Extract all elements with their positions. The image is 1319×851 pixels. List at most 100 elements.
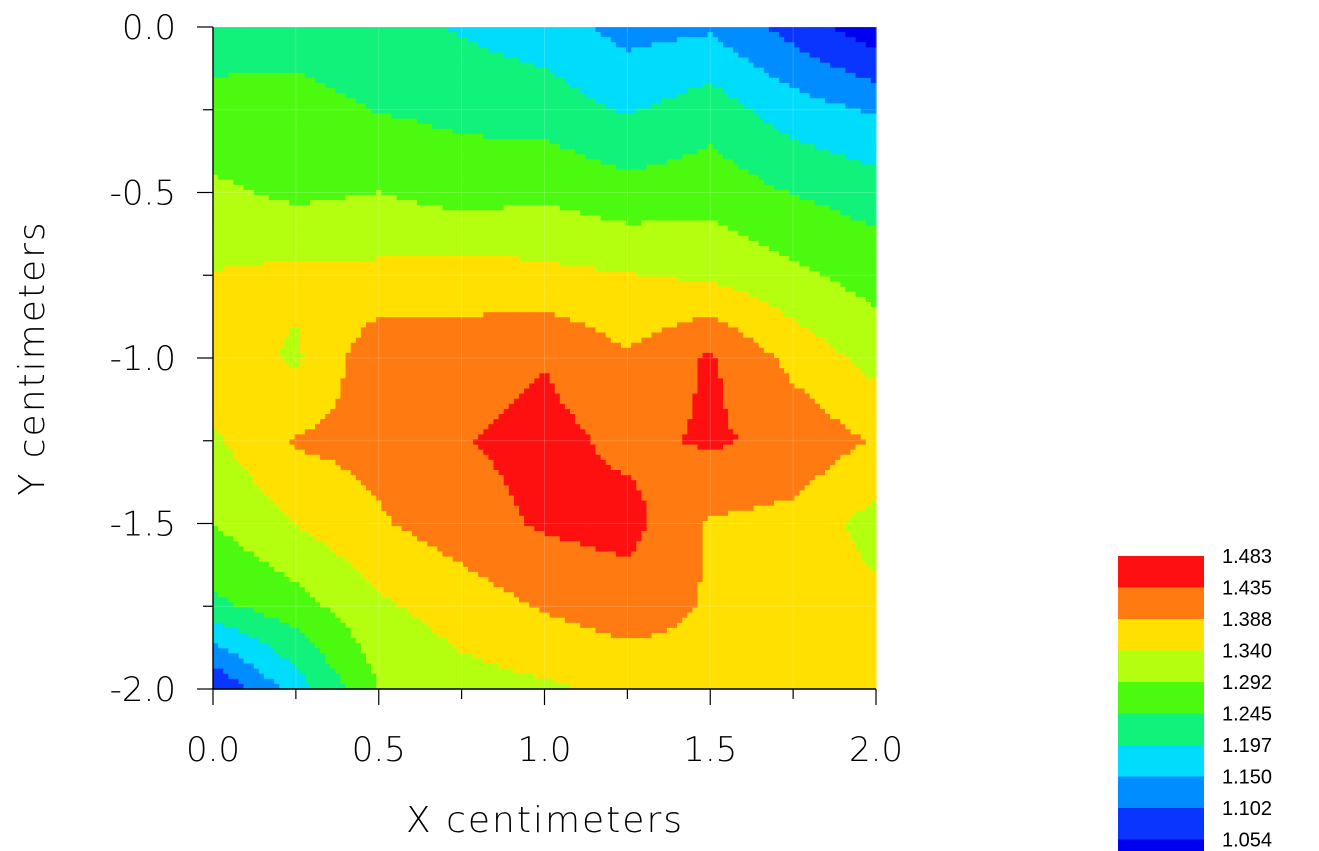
- contour-cell: [320, 205, 326, 211]
- contour-cell: [666, 149, 673, 155]
- contour-cell: [580, 83, 586, 89]
- contour-cell: [248, 164, 255, 171]
- contour-cell: [559, 200, 566, 206]
- contour-cell: [376, 103, 382, 110]
- contour-cell: [330, 128, 336, 135]
- contour-cell: [340, 174, 347, 181]
- contour-cell: [564, 174, 571, 181]
- contour-cell: [294, 133, 301, 140]
- contour-cell: [406, 88, 413, 94]
- contour-cell: [258, 149, 265, 155]
- contour-cell: [850, 154, 857, 160]
- contour-cell: [758, 83, 765, 89]
- contour-cell: [575, 195, 581, 201]
- contour-cell: [340, 123, 347, 130]
- contour-cell: [651, 164, 658, 171]
- contour-cell: [452, 169, 459, 176]
- contour-cell: [376, 164, 382, 171]
- contour-cell: [442, 169, 449, 176]
- contour-cell: [274, 169, 280, 176]
- contour-cell: [406, 179, 413, 186]
- contour-cell: [804, 123, 811, 130]
- contour-cell: [564, 42, 571, 48]
- contour-cell: [549, 123, 556, 130]
- contour-cell: [575, 113, 581, 120]
- contour-cell: [315, 144, 321, 150]
- contour-cell: [508, 42, 515, 48]
- contour-cell: [615, 159, 622, 166]
- contour-cell: [621, 108, 627, 115]
- contour-cell: [534, 205, 540, 211]
- contour-cell: [330, 98, 336, 104]
- contour-cell: [641, 93, 648, 99]
- contour-cell: [381, 210, 387, 217]
- contour-cell: [274, 154, 280, 160]
- contour-cell: [728, 108, 734, 115]
- contour-cell: [534, 144, 540, 150]
- contour-cell: [799, 98, 806, 104]
- contour-cell: [661, 144, 668, 150]
- contour-cell: [855, 52, 862, 59]
- contour-cell: [661, 133, 668, 140]
- contour-cell: [452, 215, 459, 222]
- contour-cell: [457, 113, 464, 120]
- contour-cell: [345, 128, 352, 135]
- contour-cell: [447, 133, 454, 140]
- contour-cell: [360, 88, 367, 94]
- contour-cell: [493, 47, 500, 54]
- contour-cell: [835, 169, 841, 176]
- contour-cell: [304, 128, 311, 135]
- contour-cell: [621, 169, 627, 176]
- contour-cell: [712, 52, 719, 59]
- contour-cell: [814, 72, 821, 79]
- contour-cell: [396, 37, 403, 43]
- contour-cell: [748, 154, 755, 160]
- contour-cell: [340, 47, 347, 54]
- contour-cell: [799, 215, 806, 222]
- contour-cell: [590, 169, 597, 176]
- contour-cell: [534, 154, 540, 160]
- contour-cell: [366, 169, 372, 176]
- contour-cell: [702, 123, 709, 130]
- contour-cell: [488, 169, 495, 176]
- contour-cell: [753, 98, 760, 104]
- contour-cell: [666, 93, 673, 99]
- contour-cell: [707, 37, 714, 43]
- contour-cell: [661, 88, 668, 94]
- contour-cell: [682, 200, 688, 206]
- contour-cell: [855, 159, 862, 166]
- contour-cell: [631, 159, 637, 166]
- contour-cell: [763, 42, 770, 48]
- contour-cell: [758, 184, 765, 191]
- contour-cell: [299, 57, 306, 64]
- contour-cell: [789, 149, 795, 155]
- contour-cell: [534, 32, 540, 38]
- contour-cell: [621, 200, 627, 206]
- contour-cell: [468, 32, 474, 38]
- contour-cell: [233, 67, 240, 74]
- contour-cell: [253, 164, 260, 171]
- contour-cell: [666, 174, 673, 181]
- contour-cell: [712, 83, 719, 89]
- contour-cell: [615, 128, 622, 135]
- contour-cell: [692, 83, 699, 89]
- contour-cell: [468, 123, 474, 130]
- contour-cell: [417, 139, 423, 145]
- contour-cell: [427, 42, 433, 48]
- contour-cell: [330, 67, 336, 74]
- contour-cell: [768, 164, 775, 171]
- contour-cell: [534, 164, 540, 171]
- contour-cell: [554, 83, 561, 89]
- contour-cell: [717, 47, 724, 54]
- contour-cell: [641, 144, 648, 150]
- contour-cell: [529, 133, 535, 140]
- contour-cell: [753, 164, 760, 171]
- contour-cell: [371, 52, 377, 59]
- contour-cell: [651, 205, 658, 211]
- contour-cell: [279, 169, 285, 176]
- contour-cell: [728, 77, 734, 84]
- contour-cell: [238, 139, 245, 145]
- contour-cell: [452, 103, 459, 110]
- contour-cell: [559, 108, 566, 115]
- contour-cell: [656, 133, 663, 140]
